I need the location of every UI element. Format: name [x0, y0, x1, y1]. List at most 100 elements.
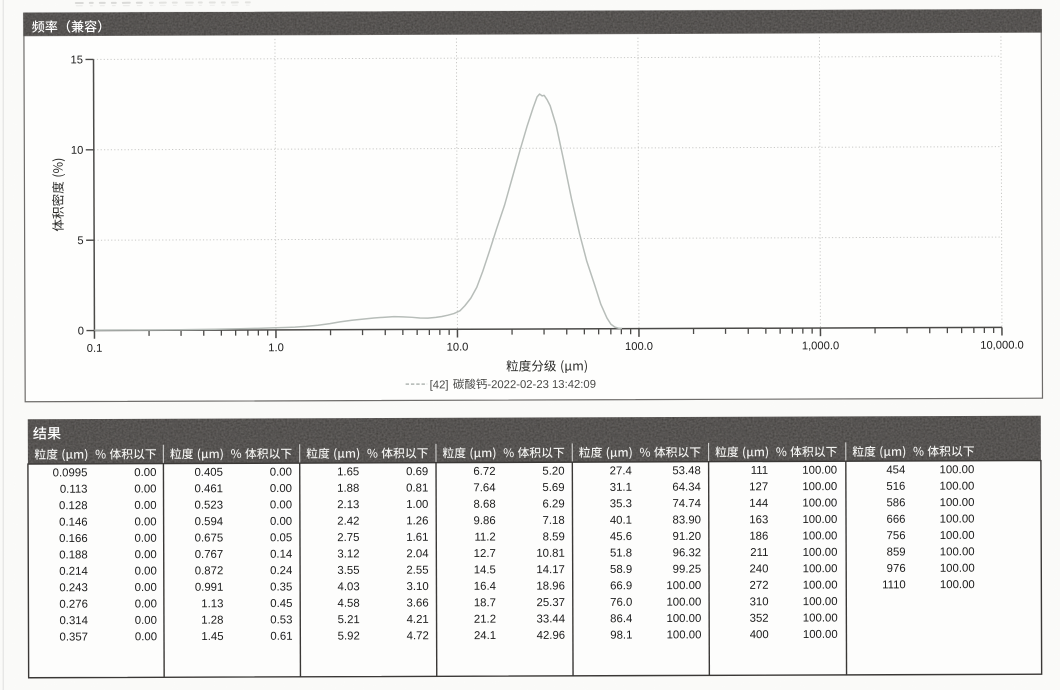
svg-text:[42]: [42]	[430, 379, 452, 391]
svg-text:18.7: 18.7	[474, 597, 496, 609]
svg-text:12.7: 12.7	[474, 548, 496, 560]
svg-text:98.1: 98.1	[610, 630, 632, 642]
svg-text:0.45: 0.45	[270, 598, 292, 610]
svg-text:64.34: 64.34	[672, 482, 701, 494]
svg-text:9.86: 9.86	[474, 515, 496, 527]
svg-text:0.00: 0.00	[135, 598, 157, 610]
svg-text:18.96: 18.96	[536, 580, 565, 592]
svg-text:0: 0	[78, 325, 84, 337]
svg-text:5.21: 5.21	[338, 614, 360, 626]
svg-text:0.872: 0.872	[195, 565, 224, 577]
svg-text:2.13: 2.13	[337, 499, 359, 511]
svg-text:0.166: 0.166	[59, 533, 88, 545]
svg-text:33.44: 33.44	[537, 613, 566, 625]
svg-text:272: 272	[750, 580, 769, 592]
svg-text:0.276: 0.276	[59, 599, 88, 611]
svg-text:163: 163	[749, 514, 768, 526]
svg-text:100.00: 100.00	[940, 563, 975, 575]
svg-text:99.25: 99.25	[673, 564, 702, 576]
svg-text:127: 127	[749, 481, 768, 493]
svg-text:14.17: 14.17	[536, 564, 565, 576]
svg-text:0.24: 0.24	[270, 565, 292, 577]
svg-text:1,000.0: 1,000.0	[802, 340, 839, 352]
svg-text:111: 111	[751, 465, 768, 477]
svg-text:2.55: 2.55	[406, 565, 428, 577]
svg-text:1.26: 1.26	[406, 515, 428, 527]
svg-text:100.00: 100.00	[940, 579, 975, 591]
svg-text:86.4: 86.4	[610, 613, 632, 625]
svg-text:0.00: 0.00	[134, 516, 156, 528]
svg-text:1.45: 1.45	[201, 631, 223, 643]
svg-text:100.00: 100.00	[803, 563, 838, 575]
svg-text:10: 10	[71, 145, 83, 157]
svg-text:100.00: 100.00	[803, 629, 838, 641]
svg-text:3.12: 3.12	[337, 548, 359, 560]
svg-text:31.1: 31.1	[610, 482, 632, 494]
svg-text:0.405: 0.405	[194, 467, 223, 479]
svg-text:100.00: 100.00	[939, 464, 974, 476]
svg-text:0.00: 0.00	[270, 467, 292, 479]
svg-text:0.1: 0.1	[87, 343, 103, 355]
svg-text:100.0: 100.0	[625, 341, 653, 353]
svg-text:100.00: 100.00	[940, 481, 975, 493]
svg-text:35.3: 35.3	[610, 498, 632, 510]
svg-text:0.00: 0.00	[134, 500, 156, 512]
svg-text:83.90: 83.90	[672, 514, 701, 526]
svg-text:0.81: 0.81	[406, 482, 428, 494]
svg-text:0.00: 0.00	[134, 483, 156, 495]
svg-text:100.00: 100.00	[940, 497, 975, 509]
svg-text:40.1: 40.1	[610, 515, 632, 527]
svg-text:100.00: 100.00	[802, 481, 837, 493]
svg-text:0.113: 0.113	[60, 484, 88, 496]
svg-text:0.00: 0.00	[135, 566, 157, 578]
svg-text:0.243: 0.243	[59, 582, 88, 594]
svg-text:100.00: 100.00	[666, 580, 701, 592]
svg-text:6.72: 6.72	[473, 466, 495, 478]
svg-text:15: 15	[71, 54, 83, 66]
svg-text:1.00: 1.00	[406, 499, 428, 511]
svg-text:1.65: 1.65	[337, 466, 359, 478]
svg-text:1.13: 1.13	[201, 598, 223, 610]
svg-text:100.00: 100.00	[803, 580, 838, 592]
svg-text:0.214: 0.214	[59, 566, 88, 578]
svg-text:310: 310	[750, 596, 769, 608]
svg-text:6.29: 6.29	[542, 498, 564, 510]
svg-text:454: 454	[886, 464, 905, 476]
svg-text:100.00: 100.00	[940, 513, 975, 525]
svg-text:66.9: 66.9	[610, 580, 632, 592]
svg-text:3.10: 3.10	[406, 581, 428, 593]
svg-text:1.61: 1.61	[406, 532, 428, 544]
svg-text:144: 144	[749, 498, 768, 510]
svg-text:0.00: 0.00	[135, 549, 157, 561]
svg-text:7.64: 7.64	[473, 482, 495, 494]
svg-text:1.88: 1.88	[337, 483, 359, 495]
svg-text:4.21: 4.21	[407, 614, 429, 626]
svg-text:-2022-02-23 13:42:09: -2022-02-23 13:42:09	[487, 379, 596, 391]
svg-text:3.55: 3.55	[337, 565, 359, 577]
svg-text:91.20: 91.20	[673, 531, 702, 543]
svg-text:45.6: 45.6	[610, 531, 632, 543]
svg-text:42.96: 42.96	[537, 630, 566, 642]
svg-text:100.00: 100.00	[802, 514, 837, 526]
svg-text:0.00: 0.00	[270, 499, 292, 511]
svg-text:100.00: 100.00	[802, 465, 837, 477]
svg-text:10.0: 10.0	[447, 342, 469, 354]
svg-text:100.00: 100.00	[803, 596, 838, 608]
svg-text:0.00: 0.00	[134, 533, 156, 545]
svg-text:27.4: 27.4	[610, 465, 632, 477]
svg-text:0.675: 0.675	[195, 532, 224, 544]
svg-text:211: 211	[750, 547, 768, 559]
svg-text:0.53: 0.53	[270, 614, 292, 626]
svg-text:53.48: 53.48	[672, 465, 701, 477]
svg-text:10.81: 10.81	[536, 548, 565, 560]
svg-text:24.1: 24.1	[474, 630, 496, 642]
svg-text:0.00: 0.00	[135, 582, 157, 594]
svg-text:16.4: 16.4	[474, 581, 496, 593]
svg-text:1110: 1110	[882, 579, 906, 591]
svg-text:100.00: 100.00	[803, 547, 838, 559]
svg-text:0.0995: 0.0995	[53, 467, 88, 479]
svg-text:0.146: 0.146	[59, 517, 88, 529]
svg-text:100.00: 100.00	[802, 497, 837, 509]
svg-text:100.00: 100.00	[940, 530, 975, 542]
svg-text:2.42: 2.42	[337, 516, 359, 528]
